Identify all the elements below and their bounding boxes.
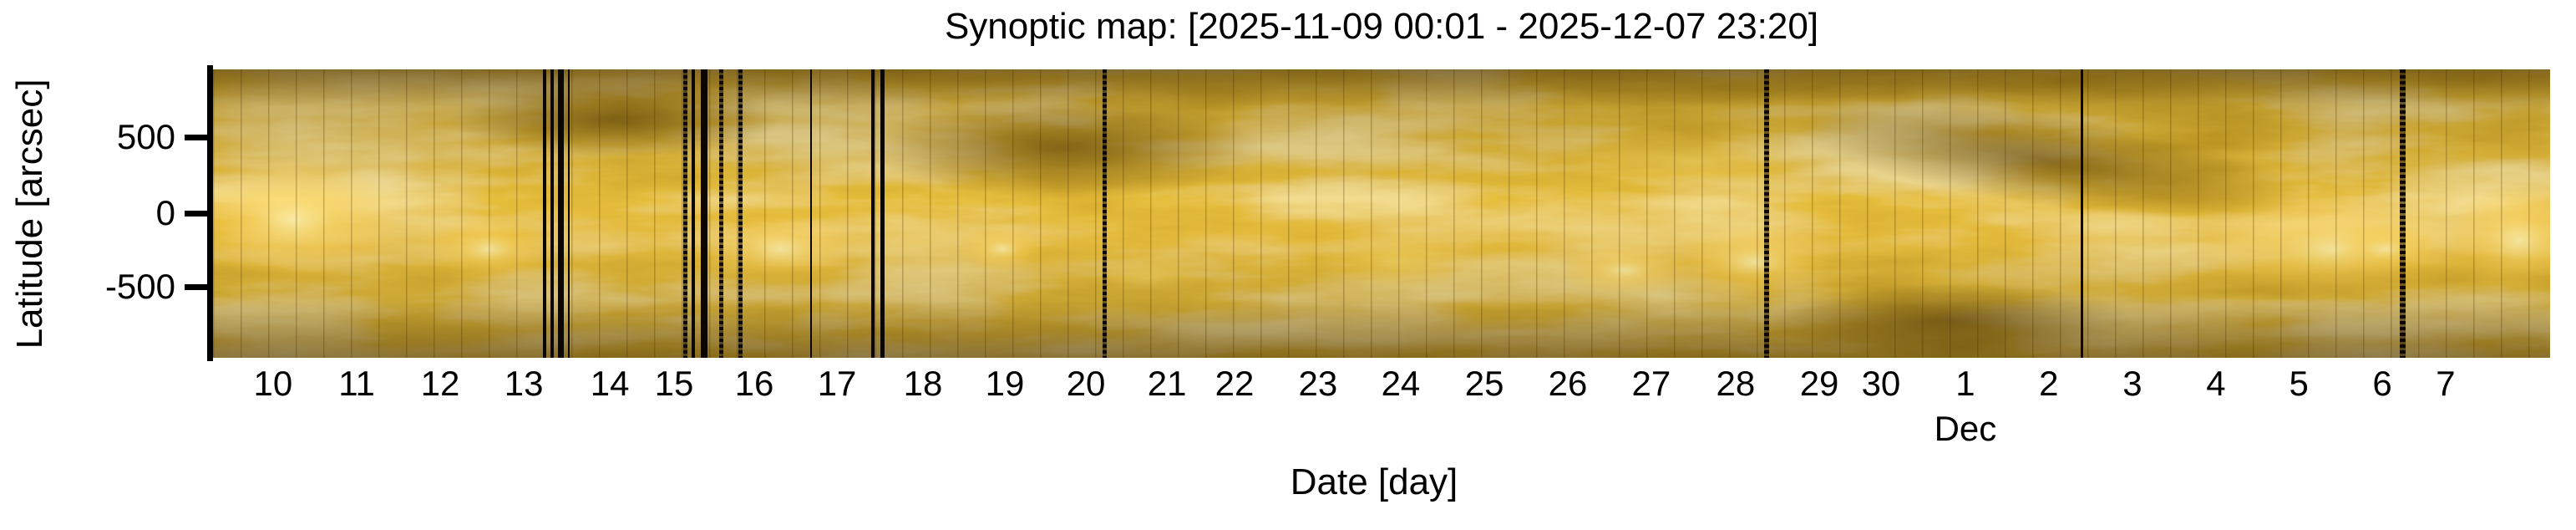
x-tick-label: 30 bbox=[1861, 364, 1901, 403]
y-tick-mark-500 bbox=[185, 135, 208, 140]
data-gap-line bbox=[810, 69, 813, 358]
map-texture-layers bbox=[213, 69, 2550, 358]
y-tick-mark-0 bbox=[185, 211, 208, 217]
data-gap-line bbox=[700, 69, 707, 358]
x-tick-label: 6 bbox=[2372, 364, 2392, 403]
x-tick-label: 3 bbox=[2122, 364, 2142, 403]
x-tick-label: 11 bbox=[338, 364, 375, 403]
plot-area bbox=[213, 69, 2550, 358]
y-tick-label-500: 500 bbox=[116, 117, 175, 156]
y-tick-mark-neg500 bbox=[185, 284, 208, 290]
x-tick-label: 16 bbox=[734, 364, 774, 403]
x-tick-label: 5 bbox=[2289, 364, 2309, 403]
x-tick-row: 10 11 12 13 14 15 16 17 18 19 20 21 22 23 24 25 26 27 28 29… bbox=[0, 366, 2576, 408]
data-gap-line bbox=[738, 69, 743, 358]
y-axis-line bbox=[207, 65, 213, 361]
data-gap-line bbox=[2081, 69, 2084, 358]
data-gap-line bbox=[2400, 69, 2406, 358]
x-tick-label: 23 bbox=[1298, 364, 1338, 403]
x-tick-label: 29 bbox=[1799, 364, 1839, 403]
x-tick-label: 17 bbox=[817, 364, 857, 403]
data-gap-line bbox=[543, 69, 547, 358]
x-tick-label: 19 bbox=[985, 364, 1025, 403]
x-tick-label: 13 bbox=[504, 364, 544, 403]
x-tick-label: 20 bbox=[1066, 364, 1106, 403]
data-gap-line bbox=[550, 69, 555, 358]
data-gap-line bbox=[1764, 69, 1770, 358]
solar-map-texture bbox=[213, 69, 2550, 358]
data-gap-line bbox=[568, 69, 570, 358]
x-tick-label: 12 bbox=[420, 364, 460, 403]
month-label: Dec bbox=[1934, 409, 1997, 448]
y-tick-label-0: 0 bbox=[155, 193, 175, 232]
data-gap-line bbox=[880, 69, 885, 358]
x-tick-label: 18 bbox=[903, 364, 943, 403]
data-gap-line bbox=[870, 69, 875, 358]
x-axis-label: Date [day] bbox=[1290, 461, 1458, 502]
x-tick-label: 21 bbox=[1147, 364, 1187, 403]
x-tick-label: 22 bbox=[1214, 364, 1255, 403]
data-gap-line bbox=[682, 69, 687, 358]
x-tick-label: 14 bbox=[590, 364, 630, 403]
data-gap-line bbox=[692, 69, 696, 358]
x-tick-label: 2 bbox=[2039, 364, 2059, 403]
x-tick-label: 28 bbox=[1716, 364, 1756, 403]
x-tick-label: 10 bbox=[253, 364, 293, 403]
x-tick-label: 25 bbox=[1464, 364, 1504, 403]
data-gap-line bbox=[1102, 69, 1107, 358]
y-axis-label: Latitude [arcsec] bbox=[9, 79, 50, 349]
x-tick-label: 26 bbox=[1548, 364, 1588, 403]
x-tick-label: 4 bbox=[2206, 364, 2226, 403]
x-tick-label: 1 bbox=[1955, 364, 1975, 403]
x-tick-label: 7 bbox=[2436, 364, 2456, 403]
y-tick-label-neg500: -500 bbox=[104, 267, 175, 306]
x-tick-label: 24 bbox=[1381, 364, 1421, 403]
data-gap-line bbox=[719, 69, 724, 358]
chart-title: Synoptic map: [2025-11-09 00:01 - 2025-1… bbox=[944, 6, 1819, 47]
x-tick-label: 27 bbox=[1631, 364, 1671, 403]
data-gap-line bbox=[557, 69, 564, 358]
x-tick-label: 15 bbox=[654, 364, 694, 403]
